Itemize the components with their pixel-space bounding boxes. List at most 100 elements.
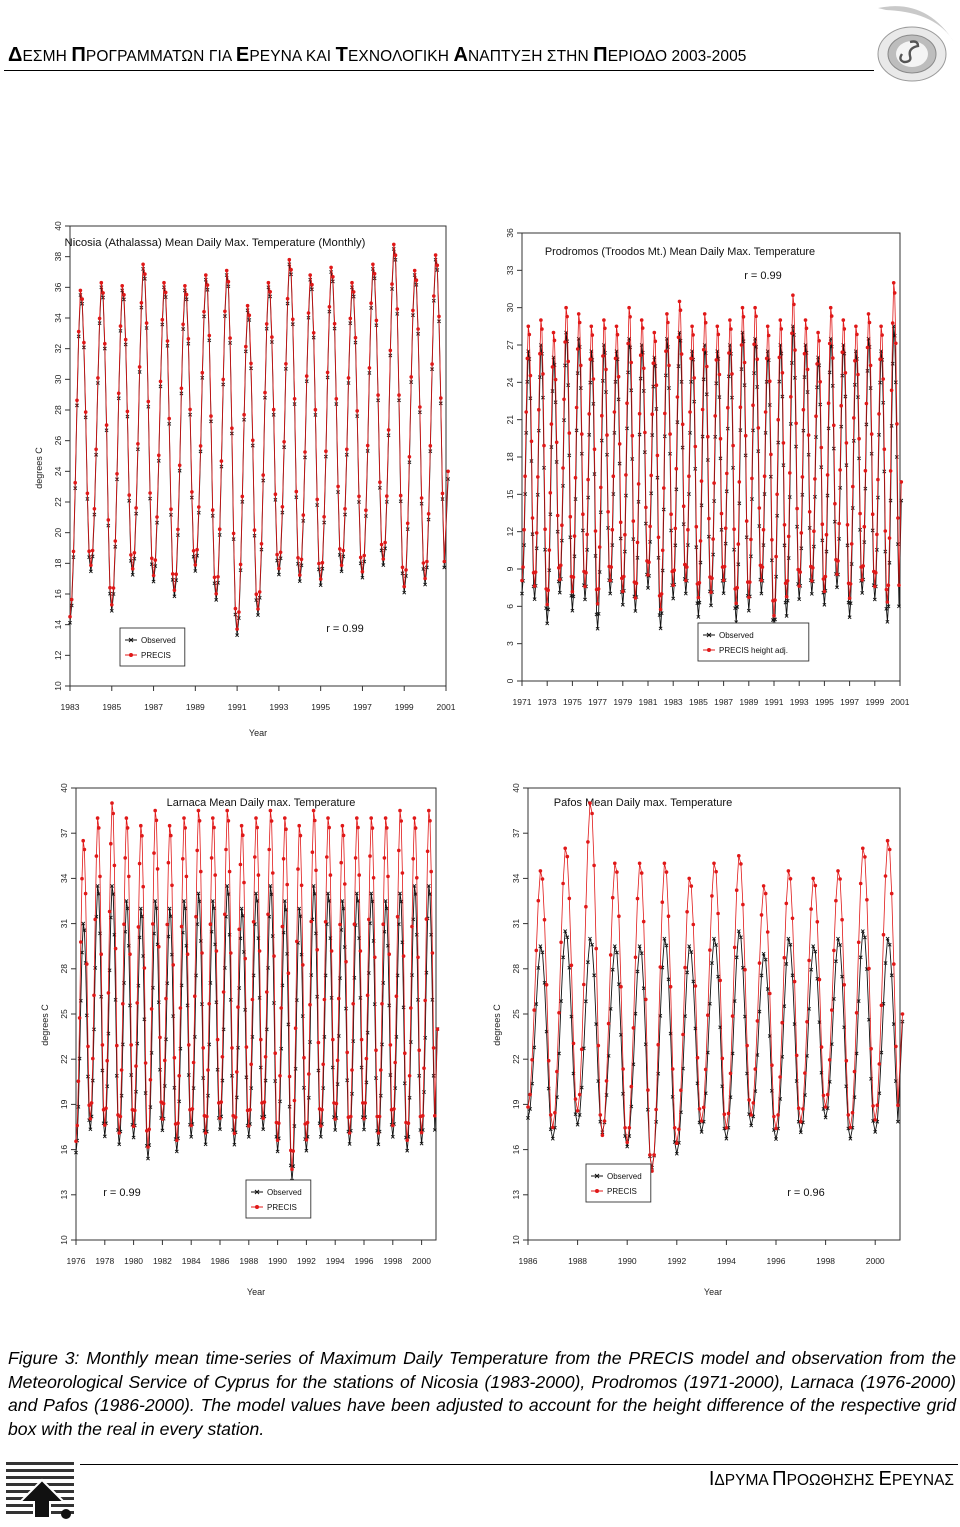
y-tick-label: 22 — [511, 1054, 521, 1064]
data-point — [317, 561, 321, 566]
data-point — [206, 1068, 210, 1072]
data-point — [406, 1121, 411, 1125]
y-axis-label: degrees C — [492, 1004, 502, 1046]
data-point — [625, 1144, 630, 1149]
data-point — [415, 876, 419, 880]
data-point — [205, 1114, 209, 1119]
data-point — [284, 907, 288, 912]
data-point — [842, 983, 846, 987]
data-point — [608, 953, 613, 957]
data-point — [659, 611, 664, 616]
data-point — [321, 1062, 326, 1067]
data-point — [766, 333, 771, 338]
x-tick-label: 1993 — [269, 702, 288, 712]
data-point — [77, 1016, 82, 1020]
data-point — [838, 877, 842, 881]
data-point — [721, 591, 726, 596]
data-point — [418, 405, 422, 409]
data-point — [603, 350, 607, 355]
data-point — [338, 922, 342, 927]
data-point — [143, 272, 147, 276]
data-point — [333, 1128, 338, 1132]
x-tick-label: 1996 — [767, 1256, 786, 1266]
data-point — [652, 1153, 656, 1157]
data-point — [840, 974, 845, 979]
data-point — [688, 410, 692, 414]
data-point — [803, 318, 808, 322]
figure-caption-text: Figure 3: Monthly mean time-series of Ma… — [8, 1348, 956, 1439]
data-point — [115, 472, 119, 476]
data-point — [635, 969, 640, 974]
data-point — [836, 936, 840, 941]
data-point — [523, 474, 527, 478]
data-point — [351, 1002, 356, 1006]
data-point — [887, 536, 892, 540]
y-tick-label: 10 — [53, 681, 63, 691]
header-rule — [4, 70, 874, 71]
y-tick-label: 34 — [59, 873, 69, 883]
data-point — [249, 361, 253, 366]
x-tick-label: 1988 — [568, 1256, 587, 1266]
data-point — [629, 360, 633, 365]
data-point — [759, 973, 764, 978]
data-point — [311, 808, 316, 813]
data-point — [413, 826, 418, 830]
data-point — [143, 1061, 148, 1065]
data-point — [74, 1150, 78, 1155]
data-point — [134, 506, 138, 510]
y-tick-label: 19 — [59, 1099, 69, 1109]
correlation-label: r = 0.99 — [103, 1187, 141, 1199]
data-point — [896, 1103, 900, 1107]
data-point — [94, 854, 99, 858]
y-tick-label: 30 — [53, 374, 63, 384]
data-point — [363, 1101, 368, 1105]
x-tick-label: 1973 — [538, 697, 557, 707]
data-point — [99, 994, 104, 999]
x-tick-label: 1983 — [61, 702, 80, 712]
data-point — [719, 511, 724, 516]
data-point — [223, 309, 227, 314]
data-point — [806, 433, 811, 437]
data-point — [676, 364, 681, 369]
data-point — [879, 1050, 884, 1055]
data-point — [856, 999, 861, 1003]
data-point — [583, 584, 587, 589]
data-point — [169, 833, 173, 838]
data-point — [880, 333, 884, 337]
data-point — [446, 469, 450, 474]
legend-label: Observed — [719, 631, 754, 640]
data-point — [199, 869, 203, 874]
x-tick-label: 1977 — [588, 697, 607, 707]
data-point — [254, 816, 258, 820]
data-point — [306, 311, 311, 315]
x-tick-label: 2001 — [437, 702, 456, 712]
data-point — [765, 324, 770, 329]
data-point — [885, 600, 890, 604]
running-footer: ΙΔΡΥΜΑ ΠΡΟΩΘΗΣΗΣ ΕΡΕΥΝΑΣ — [709, 1468, 954, 1491]
data-point — [840, 917, 844, 922]
data-point — [629, 1084, 634, 1089]
data-point — [183, 284, 187, 288]
data-point — [592, 973, 597, 978]
data-point — [724, 1126, 729, 1130]
data-point — [530, 516, 535, 520]
data-point — [604, 1079, 609, 1083]
data-point — [854, 324, 858, 329]
data-point — [416, 327, 420, 331]
data-point — [135, 1001, 139, 1005]
data-point — [768, 991, 772, 996]
data-point — [800, 475, 805, 479]
data-point — [588, 357, 593, 361]
data-point — [725, 471, 729, 476]
data-point — [827, 341, 832, 346]
data-point — [94, 447, 98, 452]
data-point — [287, 1074, 292, 1079]
data-point — [309, 919, 314, 924]
y-tick-label: 12 — [53, 650, 63, 660]
data-point — [426, 884, 431, 888]
data-point — [658, 607, 663, 612]
data-point — [223, 912, 227, 917]
data-point — [125, 409, 130, 414]
data-point — [606, 510, 610, 514]
data-point — [807, 510, 812, 514]
